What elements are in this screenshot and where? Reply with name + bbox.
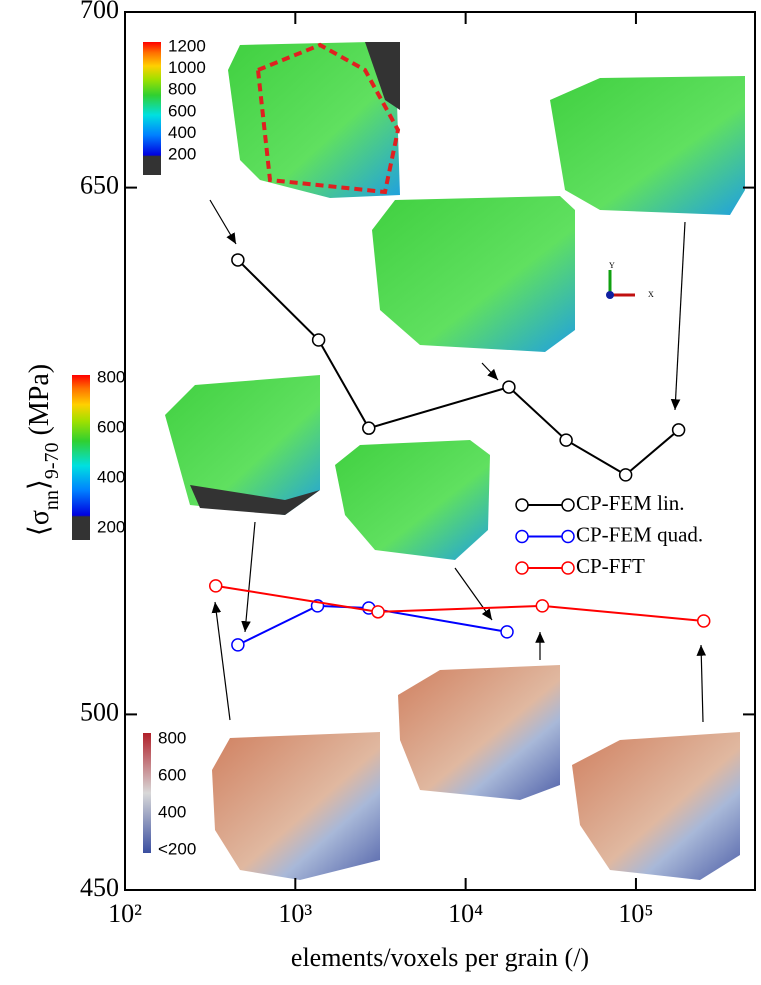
arrow [211,601,231,721]
legend-marker [515,561,529,575]
x-axis-label: elements/voxels per grain (/) [291,943,589,972]
grain-outline [255,42,401,195]
mesh-image [335,440,490,560]
data-point [671,423,686,437]
voxel-image [212,732,380,880]
colorbar-label: 600 [168,101,196,120]
data-point [231,638,245,652]
voxel-image [398,665,560,800]
x-tick-label: 10⁴ [448,899,483,928]
y-label-part: nn [41,490,63,510]
data-point [311,333,326,347]
data-point [559,433,573,447]
y-tick-label: 700 [80,0,119,24]
colorbar-label: 200 [97,517,125,536]
arrow [481,362,499,381]
arrow [454,567,493,621]
colorbar [143,42,161,175]
colorbar-label: 400 [97,467,125,486]
series-line [215,584,704,622]
x-tick-label: 10² [108,899,142,928]
plot-frame [124,11,756,891]
x-tick-label: 10³ [278,899,312,928]
legend-marker [561,529,575,544]
arrow [696,644,707,723]
triad-label: Y [609,261,615,270]
data-point [208,579,223,593]
colorbar-label: 400 [168,123,196,142]
y-label-part: ⟩ [24,479,55,490]
arrow [241,521,256,633]
colorbar-label: 800 [158,728,186,747]
arrow [670,221,686,411]
colorbar-label: 200 [168,144,196,163]
legend-marker [561,498,575,512]
arrow [209,199,237,245]
mesh-dark [365,42,400,110]
mesh-image [550,76,745,215]
triad-origin [606,291,614,299]
legend-marker [515,529,529,544]
x-tick-label: 10⁵ [618,899,653,928]
y-label-part: (MPa) [24,364,55,443]
colorbar-label: 400 [158,802,186,821]
data-point [500,625,514,639]
mesh-image [165,375,320,515]
legend-marker [561,561,575,575]
data-point [502,380,516,394]
mesh-image [228,42,400,198]
mesh-dark [190,485,320,515]
data-point [362,421,376,435]
triad-label: X [648,290,654,299]
arrows [209,199,707,723]
mesh-image [372,196,575,352]
data-point [231,253,245,267]
legend-marker [515,498,529,512]
data-point [371,605,385,619]
colorbar [143,733,151,853]
colorbar-label: 600 [158,765,186,784]
colorbar-label: 800 [168,80,196,99]
colorbar-label: <200 [158,839,196,858]
legend-label: CP-FEM lin. [576,491,685,515]
colorbar [72,375,90,540]
y-tick-label: 650 [80,171,119,200]
y-axis-label: ⟨σnn⟩9-70 (MPa) [24,364,62,536]
colorbar-label: 1200 [168,36,206,55]
colorbar-label: 800 [97,367,125,386]
legend-label: CP-FEM quad. [576,522,703,546]
y-label-part: 9-70 [41,442,63,479]
data-point [618,468,633,482]
legend-label: CP-FFT [576,554,645,578]
voxel-image [572,732,740,880]
insets: Y X [72,42,745,880]
y-tick-label: 450 [80,873,119,902]
colorbar-label: 600 [97,417,125,436]
colorbar-label: 1000 [168,58,206,77]
y-tick-label: 500 [80,697,119,726]
y-label-part: ⟨σ [24,510,55,536]
data-point [696,614,711,628]
data-point [535,599,550,613]
